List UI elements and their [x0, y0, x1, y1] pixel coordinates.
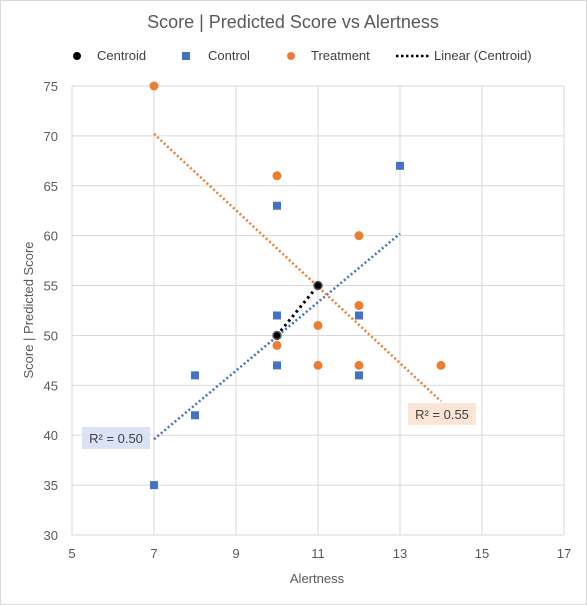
legend-trendline-label: Linear (Centroid)	[434, 48, 532, 63]
centroid-point	[272, 330, 282, 341]
gridlines	[71, 85, 565, 536]
x-tick-label: 5	[68, 546, 75, 561]
treatment-point	[313, 360, 323, 370]
y-tick-label: 65	[44, 179, 58, 194]
control-point	[191, 411, 199, 420]
legend-centroid-symbol	[73, 52, 81, 60]
r2-label-treatment: R² = 0.55	[408, 403, 476, 425]
y-tick-label: 35	[44, 478, 58, 493]
x-tick-label: 7	[150, 546, 157, 561]
control-point	[396, 161, 404, 170]
y-tick-label: 40	[44, 428, 58, 443]
x-tick-label: 9	[232, 546, 239, 561]
treatment-point	[436, 360, 446, 370]
control-point	[355, 311, 363, 320]
x-tick-label: 15	[475, 546, 489, 561]
treatment-point	[354, 301, 364, 311]
chart-title: Score | Predicted Score vs Alertness	[147, 12, 439, 32]
legend-treatment-symbol	[287, 52, 295, 60]
y-tick-label: 55	[44, 279, 58, 294]
x-tick-label: 13	[393, 546, 407, 561]
control-point	[191, 371, 199, 380]
y-tick-label: 45	[44, 378, 58, 393]
control-point	[273, 311, 281, 320]
x-tick-label: 17	[557, 546, 571, 561]
trendline-centroid	[275, 284, 320, 337]
trendline-control	[153, 232, 401, 441]
treatment-point	[354, 231, 364, 241]
tick-labels: 30 35 40 45 50 55 60 65 70 75 5 7 9 11 13 15 17	[44, 79, 572, 561]
treatment-point	[354, 360, 364, 370]
r2-control-text: R² = 0.50	[89, 431, 143, 446]
r2-treatment-box	[408, 403, 476, 425]
treatment-point	[272, 171, 282, 181]
r2-treatment-text: R² = 0.55	[415, 407, 469, 422]
x-tick-label: 11	[311, 546, 325, 561]
r2-control-box	[82, 427, 150, 449]
legend-control-label: Control	[208, 48, 250, 63]
y-tick-label: 70	[44, 129, 58, 144]
y-tick-label: 60	[44, 229, 58, 244]
trendline-treatment	[153, 132, 442, 403]
control-point	[150, 481, 158, 490]
control-point	[273, 201, 281, 210]
legend-treatment-label: Treatment	[311, 48, 370, 63]
control-point	[355, 371, 363, 380]
centroid-point	[313, 280, 323, 291]
control-point	[273, 361, 281, 370]
trendlines	[153, 132, 442, 441]
legend-control-symbol	[182, 52, 190, 60]
y-tick-label: 50	[44, 328, 58, 343]
treatment-point	[149, 81, 159, 91]
legend: Centroid Control Treatment Linear (Centr…	[73, 48, 532, 63]
y-tick-label: 30	[44, 528, 58, 543]
x-axis-title: Alertness	[290, 571, 345, 586]
data-points	[149, 81, 446, 490]
legend-centroid-label: Centroid	[97, 48, 146, 63]
treatment-point	[272, 340, 282, 350]
y-tick-label: 75	[44, 79, 58, 94]
y-axis-title: Score | Predicted Score	[21, 241, 36, 378]
r2-label-control: R² = 0.50	[82, 427, 150, 449]
treatment-point	[313, 320, 323, 330]
